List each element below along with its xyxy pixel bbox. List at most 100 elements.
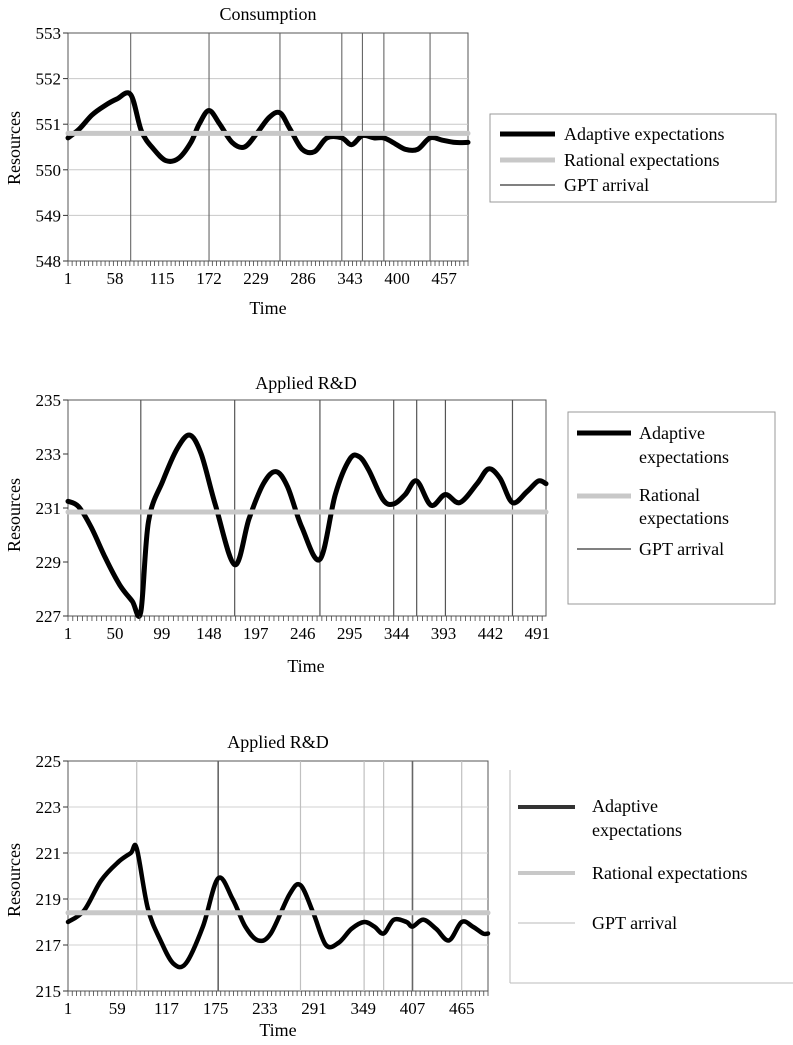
chart3-y-tick-label: 219 (36, 890, 62, 909)
chart2-legend-label-rational-1: Rational (639, 485, 700, 505)
chart3-y-tick-label: 215 (36, 982, 62, 1001)
chart3-legend-label-adaptive-2: expectations (592, 820, 682, 840)
chart2-legend-box (567, 411, 776, 605)
chart3-plot-frame (67, 760, 489, 992)
chart1-gridlines (63, 32, 468, 262)
chart2-x-tick-label: 491 (525, 624, 551, 643)
chart1-y-tick-label: 551 (36, 115, 62, 134)
chart2-x-tick-labels: 1 50 99 148 197 246 295 344 393 442 491 (64, 624, 550, 643)
chart-consumption: Consumption Resources Time 5535525515505… (4, 4, 777, 318)
chart2-x-tick-label: 295 (337, 624, 363, 643)
chart1-plot-frame (67, 32, 469, 262)
chart1-y-tick-label: 553 (36, 24, 62, 43)
chart3-y-tick-label: 217 (36, 936, 62, 955)
chart2-y-tick-label: 235 (36, 391, 62, 410)
chart3-x-tick-label: 1 (64, 999, 73, 1018)
chart2-legend-label-rational-2: expectations (639, 508, 729, 528)
chart2-title: Applied R&D (255, 373, 357, 393)
chart1-legend-box (489, 113, 777, 203)
chart1-series-adaptive (65, 90, 471, 164)
chart2-x-axis-label: Time (287, 656, 324, 676)
chart3-x-tick-label: 465 (449, 999, 475, 1018)
chart2-x-tick-label: 50 (106, 624, 123, 643)
chart2-x-tick-label: 344 (384, 624, 410, 643)
chart2-legend: Adaptive expectations Rational expectati… (567, 411, 776, 605)
chart2-legend-label-adaptive-2: expectations (639, 447, 729, 467)
chart2-x-tick-label: 442 (478, 624, 504, 643)
chart3-x-axis-label: Time (259, 1020, 296, 1040)
chart2-y-tick-labels: 235 233 231 229 227 (36, 391, 62, 626)
chart2-x-tick-label: 99 (153, 624, 170, 643)
chart1-y-tick-label: 552 (36, 70, 62, 89)
chart1-legend-label-rational: Rational expectations (564, 150, 719, 170)
chart1-x-axis-label: Time (249, 298, 286, 318)
chart1-legend-label-adaptive: Adaptive expectations (564, 124, 724, 144)
chart1-y-tick-label: 548 (36, 252, 62, 271)
chart2-series-adaptive (65, 432, 549, 619)
chart3-title: Applied R&D (227, 732, 329, 752)
chart3-legend-label-adaptive-1: Adaptive (592, 796, 658, 816)
chart1-x-tick-label: 457 (431, 269, 457, 288)
chart3-legend-label-gpt: GPT arrival (592, 913, 677, 933)
chart3-y-axis-label: Resources (4, 843, 24, 917)
chart2-legend-label-adaptive-1: Adaptive (639, 423, 705, 443)
chart1-y-tick-label: 549 (36, 206, 62, 225)
chart3-x-tick-label: 117 (154, 999, 179, 1018)
chart2-plot-frame (67, 399, 547, 617)
chart1-x-tick-label: 115 (150, 269, 175, 288)
chart1-x-tick-label: 343 (337, 269, 363, 288)
chart1-series-lines (65, 90, 471, 164)
chart3-x-tick-label: 233 (252, 999, 278, 1018)
chart-applied-rd-2: Applied R&D Resources Time 2252232212192… (4, 732, 793, 1040)
chart1-legend: Adaptive expectations Rational expectati… (489, 113, 777, 203)
chart3-x-minor-ticks (67, 991, 489, 996)
chart2-gpt-arrival-lines (140, 400, 514, 616)
chart1-y-tick-labels: 553 552 551 550 549 548 (36, 24, 62, 271)
chart1-x-tick-label: 286 (290, 269, 316, 288)
chart1-title: Consumption (219, 4, 316, 24)
chart1-x-tick-label: 172 (196, 269, 222, 288)
chart1-x-tick-label: 400 (384, 269, 410, 288)
chart2-y-tick-label: 231 (36, 499, 62, 518)
chart3-x-tick-label: 59 (109, 999, 126, 1018)
chart3-gpt-arrival-lines (136, 761, 463, 991)
chart3-x-tick-labels: 1 59 117 175 233 291 349 407 465 (64, 999, 475, 1018)
chart2-y-tick-label: 229 (36, 553, 62, 572)
chart2-x-tick-label: 246 (290, 624, 316, 643)
chart1-x-tick-label: 229 (243, 269, 269, 288)
chart1-y-axis-label: Resources (4, 111, 24, 185)
chart2-y-tick-label: 233 (36, 445, 62, 464)
chart2-y-axis-label: Resources (4, 478, 24, 552)
chart3-legend: Adaptive expectations Rational expectati… (509, 770, 793, 984)
chart3-x-tick-label: 175 (203, 999, 229, 1018)
chart1-x-tick-labels: 1 58 115 172 229 286 343 400 457 (64, 269, 458, 288)
chart3-gridlines (63, 760, 488, 992)
chart3-x-tick-label: 291 (301, 999, 327, 1018)
chart3-y-tick-labels: 225 223 221 219 217 215 (36, 752, 62, 1001)
chart2-series-lines (65, 432, 549, 619)
chart2-gridlines (63, 399, 68, 617)
chart1-x-minor-ticks (67, 261, 469, 266)
chart2-x-tick-label: 1 (64, 624, 73, 643)
chart1-y-tick-label: 550 (36, 161, 62, 180)
chart3-y-tick-label: 223 (36, 798, 62, 817)
chart1-x-tick-label: 1 (64, 269, 73, 288)
chart3-series-adaptive (65, 842, 491, 970)
chart1-gpt-arrival-lines (130, 33, 431, 261)
chart3-y-tick-label: 225 (36, 752, 62, 771)
chart3-series-lines (65, 842, 491, 970)
chart3-x-tick-label: 349 (351, 999, 377, 1018)
chart-applied-rd-1: Applied R&D Resources Time 2352332312292… (4, 373, 776, 676)
chart2-x-tick-label: 148 (196, 624, 222, 643)
chart1-legend-label-gpt: GPT arrival (564, 175, 649, 195)
chart2-x-minor-ticks (67, 616, 543, 621)
chart3-y-tick-label: 221 (36, 844, 62, 863)
chart3-x-tick-label: 407 (400, 999, 426, 1018)
chart3-legend-label-rational: Rational expectations (592, 863, 747, 883)
chart2-x-tick-label: 393 (431, 624, 457, 643)
chart2-x-tick-label: 197 (243, 624, 269, 643)
chart1-x-tick-label: 58 (107, 269, 124, 288)
chart2-legend-label-gpt: GPT arrival (639, 539, 724, 559)
chart2-y-tick-label: 227 (36, 607, 62, 626)
